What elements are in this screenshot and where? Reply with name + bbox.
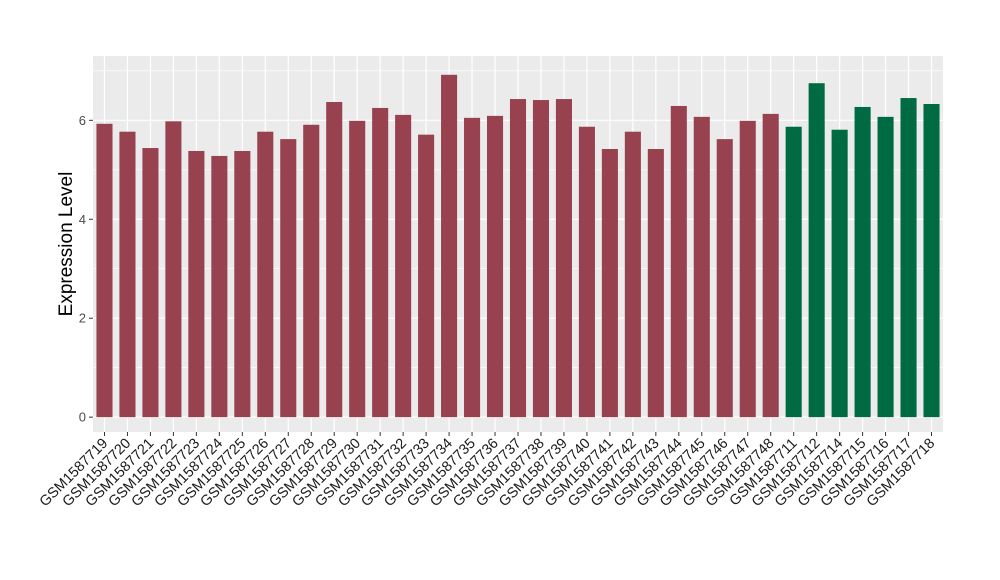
bar-GSM1587748 bbox=[762, 113, 779, 418]
bar-GSM1587740 bbox=[578, 126, 595, 418]
y-tick-label: 6 bbox=[79, 113, 86, 128]
bar-GSM1587742 bbox=[624, 131, 641, 418]
bar-GSM1587732 bbox=[395, 114, 412, 418]
bar-GSM1587724 bbox=[211, 155, 228, 418]
bar-GSM1587715 bbox=[854, 106, 871, 418]
bar-GSM1587723 bbox=[188, 150, 205, 418]
axes: 0246GSM1587719GSM1587720GSM1587721GSM158… bbox=[37, 113, 939, 510]
bar-GSM1587726 bbox=[257, 131, 274, 418]
bar-GSM1587712 bbox=[808, 83, 825, 418]
bar-GSM1587718 bbox=[923, 103, 940, 418]
bar-GSM1587743 bbox=[647, 149, 664, 418]
bar-GSM1587717 bbox=[900, 98, 917, 418]
bar-GSM1587744 bbox=[670, 105, 687, 418]
bar-GSM1587716 bbox=[877, 116, 894, 418]
bar-GSM1587728 bbox=[303, 124, 320, 418]
bar-GSM1587739 bbox=[555, 99, 572, 418]
bar-GSM1587745 bbox=[693, 116, 710, 418]
bar-GSM1587747 bbox=[739, 120, 756, 418]
bars bbox=[96, 74, 940, 418]
bar-GSM1587733 bbox=[418, 134, 435, 418]
bar-GSM1587719 bbox=[96, 123, 113, 418]
bar-GSM1587746 bbox=[716, 139, 733, 418]
bar-GSM1587736 bbox=[486, 115, 504, 418]
bar-GSM1587741 bbox=[601, 149, 618, 418]
bar-GSM1587737 bbox=[509, 99, 527, 418]
y-axis-title: Expression Level bbox=[56, 172, 77, 317]
bar-GSM1587729 bbox=[326, 102, 343, 418]
bar-GSM1587714 bbox=[831, 129, 848, 418]
bar-GSM1587711 bbox=[785, 126, 802, 418]
bar-GSM1587730 bbox=[349, 120, 366, 418]
y-tick-label: 2 bbox=[79, 311, 86, 326]
bar-GSM1587738 bbox=[532, 100, 550, 418]
bar-GSM1587731 bbox=[372, 107, 389, 418]
y-tick-label: 4 bbox=[79, 212, 86, 227]
bar-GSM1587720 bbox=[119, 131, 136, 418]
bar-GSM1587734 bbox=[441, 74, 458, 418]
bar-GSM1587721 bbox=[142, 148, 159, 418]
bar-GSM1587727 bbox=[280, 139, 297, 418]
bar-GSM1587722 bbox=[165, 121, 182, 418]
y-tick-label: 0 bbox=[79, 410, 86, 425]
bar-GSM1587735 bbox=[464, 117, 481, 418]
bar-GSM1587725 bbox=[234, 150, 251, 418]
